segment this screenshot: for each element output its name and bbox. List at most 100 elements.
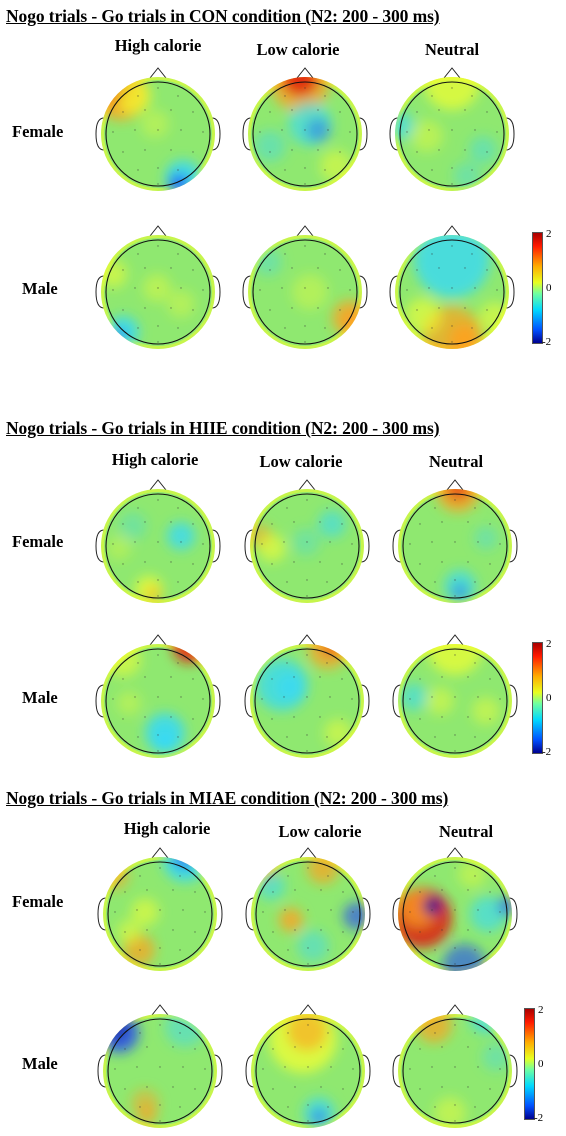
activation-blob bbox=[131, 898, 159, 926]
activation-blob bbox=[107, 316, 139, 348]
topomap-female-high-calorie bbox=[95, 479, 221, 603]
topomap-male-neutral bbox=[392, 634, 518, 758]
column-label-low-calorie: Low calorie bbox=[256, 40, 340, 59]
head-outline bbox=[402, 493, 508, 599]
activation-blob bbox=[145, 586, 161, 602]
activation-blob bbox=[400, 683, 428, 711]
column-label-neutral: Neutral bbox=[438, 822, 494, 841]
column-label-neutral: Neutral bbox=[428, 452, 484, 471]
activation-blob bbox=[155, 731, 175, 751]
colorbar-gradient bbox=[532, 232, 543, 344]
row-label-female: Female bbox=[12, 122, 64, 141]
scalp-map bbox=[248, 235, 362, 349]
head-outline bbox=[399, 239, 505, 345]
activation-blob bbox=[452, 584, 468, 600]
head-outline bbox=[399, 81, 505, 187]
panel-miae: Nogo trials - Go trials in MIAE conditio… bbox=[0, 788, 566, 1136]
electrode-dots bbox=[409, 867, 501, 965]
scalp-map bbox=[103, 857, 217, 971]
topomap-female-neutral bbox=[392, 479, 518, 603]
activation-blob bbox=[107, 536, 131, 560]
scalp-map bbox=[398, 644, 512, 758]
row-label-male: Male bbox=[22, 279, 58, 298]
activation-blob bbox=[498, 896, 512, 916]
activation-blob bbox=[279, 908, 303, 932]
nose-outline bbox=[443, 67, 461, 79]
column-label-low-calorie: Low calorie bbox=[259, 452, 343, 471]
colorbar-gradient bbox=[532, 642, 543, 754]
topomap-female-high-calorie bbox=[95, 67, 221, 191]
activation-blob bbox=[292, 274, 328, 310]
head-outline bbox=[107, 1018, 213, 1124]
colorbar-max-label: 2 bbox=[546, 638, 552, 650]
electrode-dots bbox=[112, 245, 204, 343]
activation-blob bbox=[101, 260, 127, 288]
scalp-map bbox=[101, 489, 215, 603]
activation-blob bbox=[163, 857, 207, 882]
activation-blob bbox=[324, 719, 352, 747]
activation-blob bbox=[167, 290, 195, 318]
topomap-female-low-calorie bbox=[244, 479, 370, 603]
activation-blob bbox=[297, 930, 329, 962]
activation-blob bbox=[474, 526, 498, 550]
nose-outline bbox=[446, 479, 464, 491]
electrode-dots bbox=[112, 87, 204, 185]
scalp-map bbox=[250, 644, 364, 758]
activation-blob bbox=[306, 118, 330, 142]
activation-blob bbox=[414, 235, 490, 298]
topomap-male-high-calorie bbox=[95, 634, 221, 758]
activation-blob bbox=[479, 302, 509, 334]
head-outline bbox=[252, 81, 358, 187]
electrode-dots bbox=[406, 245, 498, 343]
activation-blob bbox=[117, 920, 141, 944]
scalp-map bbox=[251, 1014, 365, 1128]
activation-blob bbox=[119, 512, 147, 540]
activation-blob bbox=[141, 110, 169, 138]
nose-outline bbox=[151, 847, 169, 859]
scalp-map bbox=[101, 235, 215, 349]
electrode-dots bbox=[261, 499, 353, 597]
electrode-dots bbox=[262, 1024, 354, 1122]
nose-outline bbox=[149, 479, 167, 491]
column-label-high-calorie: High calorie bbox=[114, 36, 202, 55]
head-outline bbox=[255, 861, 361, 967]
activation-blob bbox=[405, 298, 441, 334]
activation-blob bbox=[423, 897, 441, 915]
scalp-map bbox=[251, 857, 365, 971]
row-label-female: Female bbox=[12, 532, 64, 551]
head-outline bbox=[105, 81, 211, 187]
topomap-male-neutral bbox=[389, 225, 515, 349]
column-label-neutral: Neutral bbox=[424, 40, 480, 59]
head-outline bbox=[402, 861, 508, 967]
topomap-male-low-calorie bbox=[242, 225, 368, 349]
activation-blob bbox=[167, 522, 195, 550]
electrode-dots bbox=[259, 87, 351, 185]
column-label-high-calorie: High calorie bbox=[123, 819, 211, 838]
head-outline bbox=[254, 493, 360, 599]
row-label-female: Female bbox=[12, 892, 64, 911]
colorbar-min-label: -2 bbox=[534, 1112, 544, 1124]
activation-blob bbox=[427, 644, 483, 675]
activation-blob bbox=[472, 697, 500, 725]
column-label-high-calorie: High calorie bbox=[111, 450, 199, 469]
row-label-male: Male bbox=[22, 1054, 58, 1073]
scalp-map bbox=[398, 1014, 512, 1128]
colorbar-mid-label: 0 bbox=[546, 692, 552, 704]
activation-blob bbox=[173, 644, 205, 663]
activation-blob bbox=[434, 1097, 466, 1128]
head-outline bbox=[254, 648, 360, 754]
activation-blob bbox=[137, 1105, 157, 1125]
electrode-dots bbox=[114, 1024, 206, 1122]
electrode-dots bbox=[409, 654, 501, 752]
activation-blob bbox=[254, 130, 286, 162]
topomap-male-low-calorie bbox=[244, 634, 370, 758]
activation-blob bbox=[470, 1014, 502, 1033]
nose-outline bbox=[296, 67, 314, 79]
scalp-map bbox=[101, 77, 215, 191]
activation-blob bbox=[292, 528, 320, 556]
head-outline bbox=[107, 861, 213, 967]
electrode-dots bbox=[409, 499, 501, 597]
nose-outline bbox=[149, 225, 167, 237]
topomap-male-low-calorie bbox=[245, 1004, 371, 1128]
activation-blob bbox=[257, 872, 285, 900]
